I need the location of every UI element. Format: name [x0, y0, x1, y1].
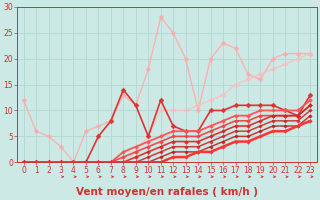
X-axis label: Vent moyen/en rafales ( km/h ): Vent moyen/en rafales ( km/h ) — [76, 187, 258, 197]
